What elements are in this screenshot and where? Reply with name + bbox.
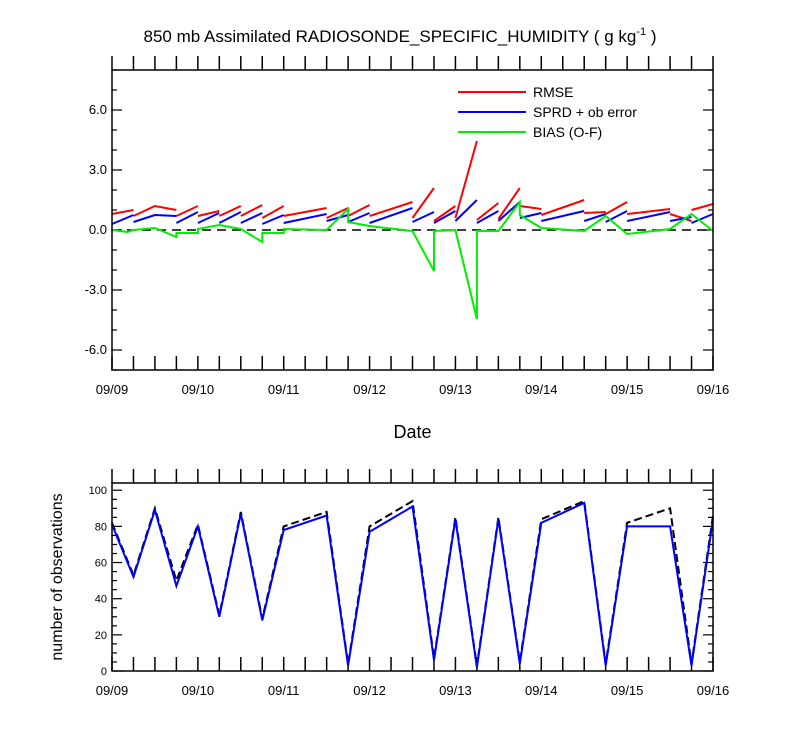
y-tick-label: 100 <box>89 485 107 497</box>
rmse-line-segment <box>584 211 606 214</box>
sprd-line-segment <box>433 210 456 224</box>
bottom-y-tick-labels: 0 20 40 60 80 100 <box>89 485 107 678</box>
rmse-line-segment <box>283 207 327 217</box>
top-series-group <box>111 140 714 320</box>
y-axis-label-observations: number of observations <box>49 493 66 660</box>
x-tick-label: 09/13 <box>439 683 472 698</box>
rmse-line-segment <box>411 187 435 219</box>
x-tick-label: 09/11 <box>268 683 300 698</box>
x-axis-label: Date <box>393 422 431 442</box>
x-tick-label: 09/16 <box>697 683 730 698</box>
rmse-line-segment <box>133 204 177 217</box>
x-tick-label: 09/16 <box>697 382 730 397</box>
bottom-tick-group <box>111 469 714 672</box>
y-tick-label: 0 <box>101 666 107 678</box>
sprd-line-segment <box>541 210 585 222</box>
rmse-line-segment <box>540 199 585 216</box>
x-tick-label: 09/10 <box>182 683 215 698</box>
x-tick-label: 09/12 <box>353 382 386 397</box>
top-plot-panel: -6.0-3.00.03.06.0 09/09 09/10 09/11 09/12 09… <box>85 56 730 442</box>
y-tick-label: -3.0 <box>85 282 107 297</box>
legend: RMSE SPRD + ob error BIAS (O-F) <box>458 84 637 140</box>
y-tick-label: 3.0 <box>89 162 107 177</box>
y-tick-label: 80 <box>95 521 107 533</box>
rmse-line-segment <box>369 201 413 217</box>
legend-label-rmse: RMSE <box>533 84 573 100</box>
rmse-line-segment <box>433 205 456 222</box>
rmse-line-segment <box>626 208 671 215</box>
y-tick-label: 40 <box>95 594 107 606</box>
sprd-line-segment <box>369 207 413 224</box>
rmse-line-segment <box>454 140 478 219</box>
sprd-line-segment <box>283 213 327 224</box>
chart-title-sup: -1 <box>636 26 646 38</box>
sprd-line-segment <box>476 210 499 224</box>
chart-title-end: ) <box>646 27 656 46</box>
x-tick-label: 09/09 <box>96 382 129 397</box>
legend-label-sprd: SPRD + ob error <box>533 104 637 120</box>
x-tick-label: 09/09 <box>96 683 129 698</box>
sprd-line-segment <box>261 214 285 225</box>
sprd-line-segment <box>412 211 435 223</box>
x-tick-label: 09/11 <box>268 382 300 397</box>
sprd-line-segment <box>691 213 714 224</box>
rmse-line-segment <box>605 201 628 215</box>
rmse-line-segment <box>669 213 692 222</box>
rmse-line-segment <box>261 205 285 219</box>
top-y-tick-labels: -6.0 -3.0 0.0 3.0 6.0 <box>85 102 107 357</box>
top-x-tick-labels: 09/09 09/10 09/11 09/12 09/13 09/14 09/15 09/16 <box>96 382 730 397</box>
rmse-line-segment <box>111 209 134 215</box>
top-tick-group <box>111 56 714 371</box>
y-tick-label: 20 <box>95 630 107 642</box>
sprd-line-segment <box>240 212 263 224</box>
y-tick-label: 60 <box>95 558 107 570</box>
x-tick-label: 09/14 <box>525 382 558 397</box>
x-tick-label: 09/15 <box>611 683 644 698</box>
top-plot-frame <box>111 69 714 371</box>
rmse-line-segment <box>175 205 199 217</box>
rmse-line-segment <box>519 205 542 210</box>
sprd-line-segment <box>111 214 134 225</box>
sprd-line-segment <box>326 214 349 222</box>
x-tick-label: 09/13 <box>439 382 472 397</box>
sprd-line-segment <box>583 213 607 222</box>
rmse-line-segment <box>476 202 500 221</box>
obs_total-line <box>111 499 714 666</box>
sprd-line-segment <box>133 213 177 223</box>
sprd-line-segment <box>197 212 220 224</box>
y-tick-label: -6.0 <box>85 342 107 357</box>
x-tick-label: 09/15 <box>611 382 644 397</box>
obs_used-line <box>111 501 714 668</box>
x-tick-label: 09/12 <box>353 683 386 698</box>
rmse-line-segment <box>218 205 242 217</box>
sprd-line-segment <box>175 211 199 224</box>
x-tick-label: 09/10 <box>182 382 215 397</box>
rmse-line-segment <box>326 207 349 219</box>
rmse-line-segment <box>691 203 714 211</box>
rmse-line-segment <box>497 187 521 220</box>
bias-line <box>111 198 714 320</box>
sprd-line-segment <box>218 211 242 224</box>
bottom-x-tick-labels: 09/09 09/10 09/11 09/12 09/13 09/14 09/15 09/16 <box>96 683 730 698</box>
bottom-plot-frame <box>111 482 714 672</box>
sprd-line-segment <box>626 211 671 222</box>
rmse-line-segment <box>240 204 263 217</box>
sprd-line-segment <box>347 212 370 223</box>
rmse-line-segment <box>197 210 220 217</box>
y-tick-label: 6.0 <box>89 102 107 117</box>
sprd-line-segment <box>454 199 478 222</box>
bottom-series-group <box>111 499 714 668</box>
chart-title-main: 850 mb Assimilated RADIOSONDE_SPECIFIC_H… <box>144 27 637 46</box>
x-tick-label: 09/14 <box>525 683 558 698</box>
legend-label-bias: BIAS (O-F) <box>533 124 602 140</box>
y-tick-label: 0.0 <box>89 222 107 237</box>
chart-title: 850 mb Assimilated RADIOSONDE_SPECIFIC_H… <box>144 26 657 46</box>
rmse-line-segment <box>347 204 371 217</box>
